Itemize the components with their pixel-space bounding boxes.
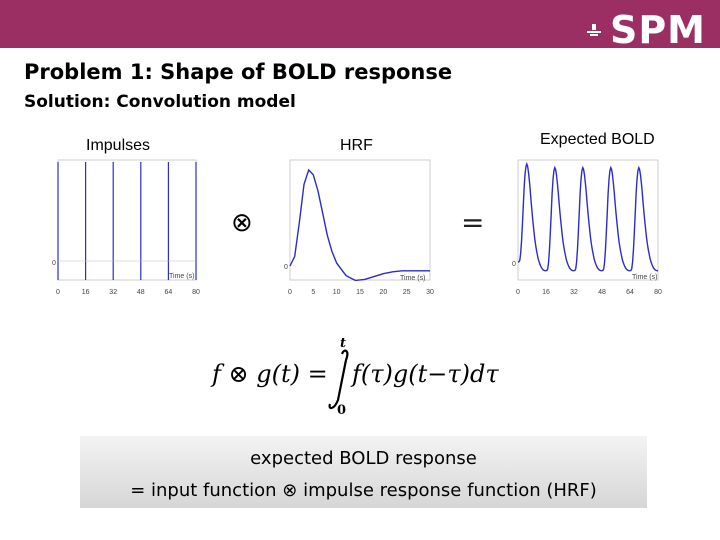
expected-bold-label: Expected BOLD [540, 131, 655, 148]
logo-mark-icon [586, 24, 601, 36]
summary-box: expected BOLD response = input function … [80, 436, 647, 508]
logo-text: SPM [609, 8, 706, 52]
bold-curve [517, 161, 658, 272]
impulses-x-tick-3: 48 [137, 289, 145, 296]
hrf-label: HRF [340, 137, 373, 154]
hrf-x-tick-6: 30 [426, 289, 434, 296]
impulses-x-tick-0: 0 [56, 289, 60, 296]
slide-subtitle: Solution: Convolution model [24, 92, 296, 112]
convolve-operator: ⊗ [231, 208, 253, 238]
bold-frame [517, 159, 659, 281]
bold-x-tick-1: 16 [542, 289, 550, 296]
summary-line-1: expected BOLD response [250, 448, 477, 469]
hrf-x-tick-2: 10 [333, 289, 341, 296]
bold-xlabel: Time (s) [632, 274, 657, 281]
formula-lower-limit: 0 [337, 403, 346, 418]
hrf-x-tick-0: 0 [288, 289, 292, 296]
spm-logo: SPM [586, 10, 706, 50]
hrf-x-tick-5: 25 [403, 289, 411, 296]
formula-lhs: f ⊗ g(t) = [210, 360, 328, 388]
formula-integrand: f(τ)g(t−τ)dτ [350, 360, 499, 388]
impulses-x-tick-1: 16 [82, 289, 90, 296]
header-bar: SPM [0, 0, 720, 50]
hrf-frame [289, 159, 431, 281]
impulses-plot: 0 Time (s) 0 16 32 48 64 80 [52, 159, 200, 296]
bold-x-tick-5: 80 [654, 289, 662, 296]
bold-x-tick-4: 64 [626, 289, 634, 296]
equals-operator: = [461, 206, 485, 239]
impulses-x-tick-5: 80 [192, 289, 200, 296]
impulses-label: Impulses [86, 137, 151, 154]
hrf-curve [289, 168, 430, 282]
impulses-frame [57, 159, 197, 281]
impulses-y-zero: 0 [52, 260, 56, 267]
hrf-x-tick-3: 15 [356, 289, 364, 296]
hrf-plot: 0 Time (s) 0 5 10 15 20 25 30 [284, 159, 434, 296]
slide-title: Problem 1: Shape of BOLD response [24, 60, 453, 84]
convolution-formula: f ⊗ g(t) = t 0 f(τ)g(t−τ)dτ [210, 336, 499, 418]
bold-x-tick-2: 32 [570, 289, 578, 296]
bold-y-zero: 0 [512, 261, 516, 268]
hrf-y-zero: 0 [284, 264, 288, 271]
bold-plot: 0 Time (s) 0 16 32 48 64 80 [512, 159, 662, 296]
impulses-x-tick-2: 32 [109, 289, 117, 296]
hrf-x-tick-4: 20 [379, 289, 387, 296]
formula-upper-limit: t [340, 336, 346, 351]
bold-x-tick-3: 48 [598, 289, 606, 296]
hrf-xlabel: Time (s) [400, 275, 425, 282]
impulses-x-tick-4: 64 [165, 289, 173, 296]
impulses-xlabel: Time (s) [169, 273, 194, 280]
hrf-x-tick-1: 5 [311, 289, 315, 296]
integral-sign [328, 349, 349, 410]
summary-line-2: = input function ⊗ impulse response func… [130, 480, 597, 501]
bold-x-tick-0: 0 [516, 289, 520, 296]
